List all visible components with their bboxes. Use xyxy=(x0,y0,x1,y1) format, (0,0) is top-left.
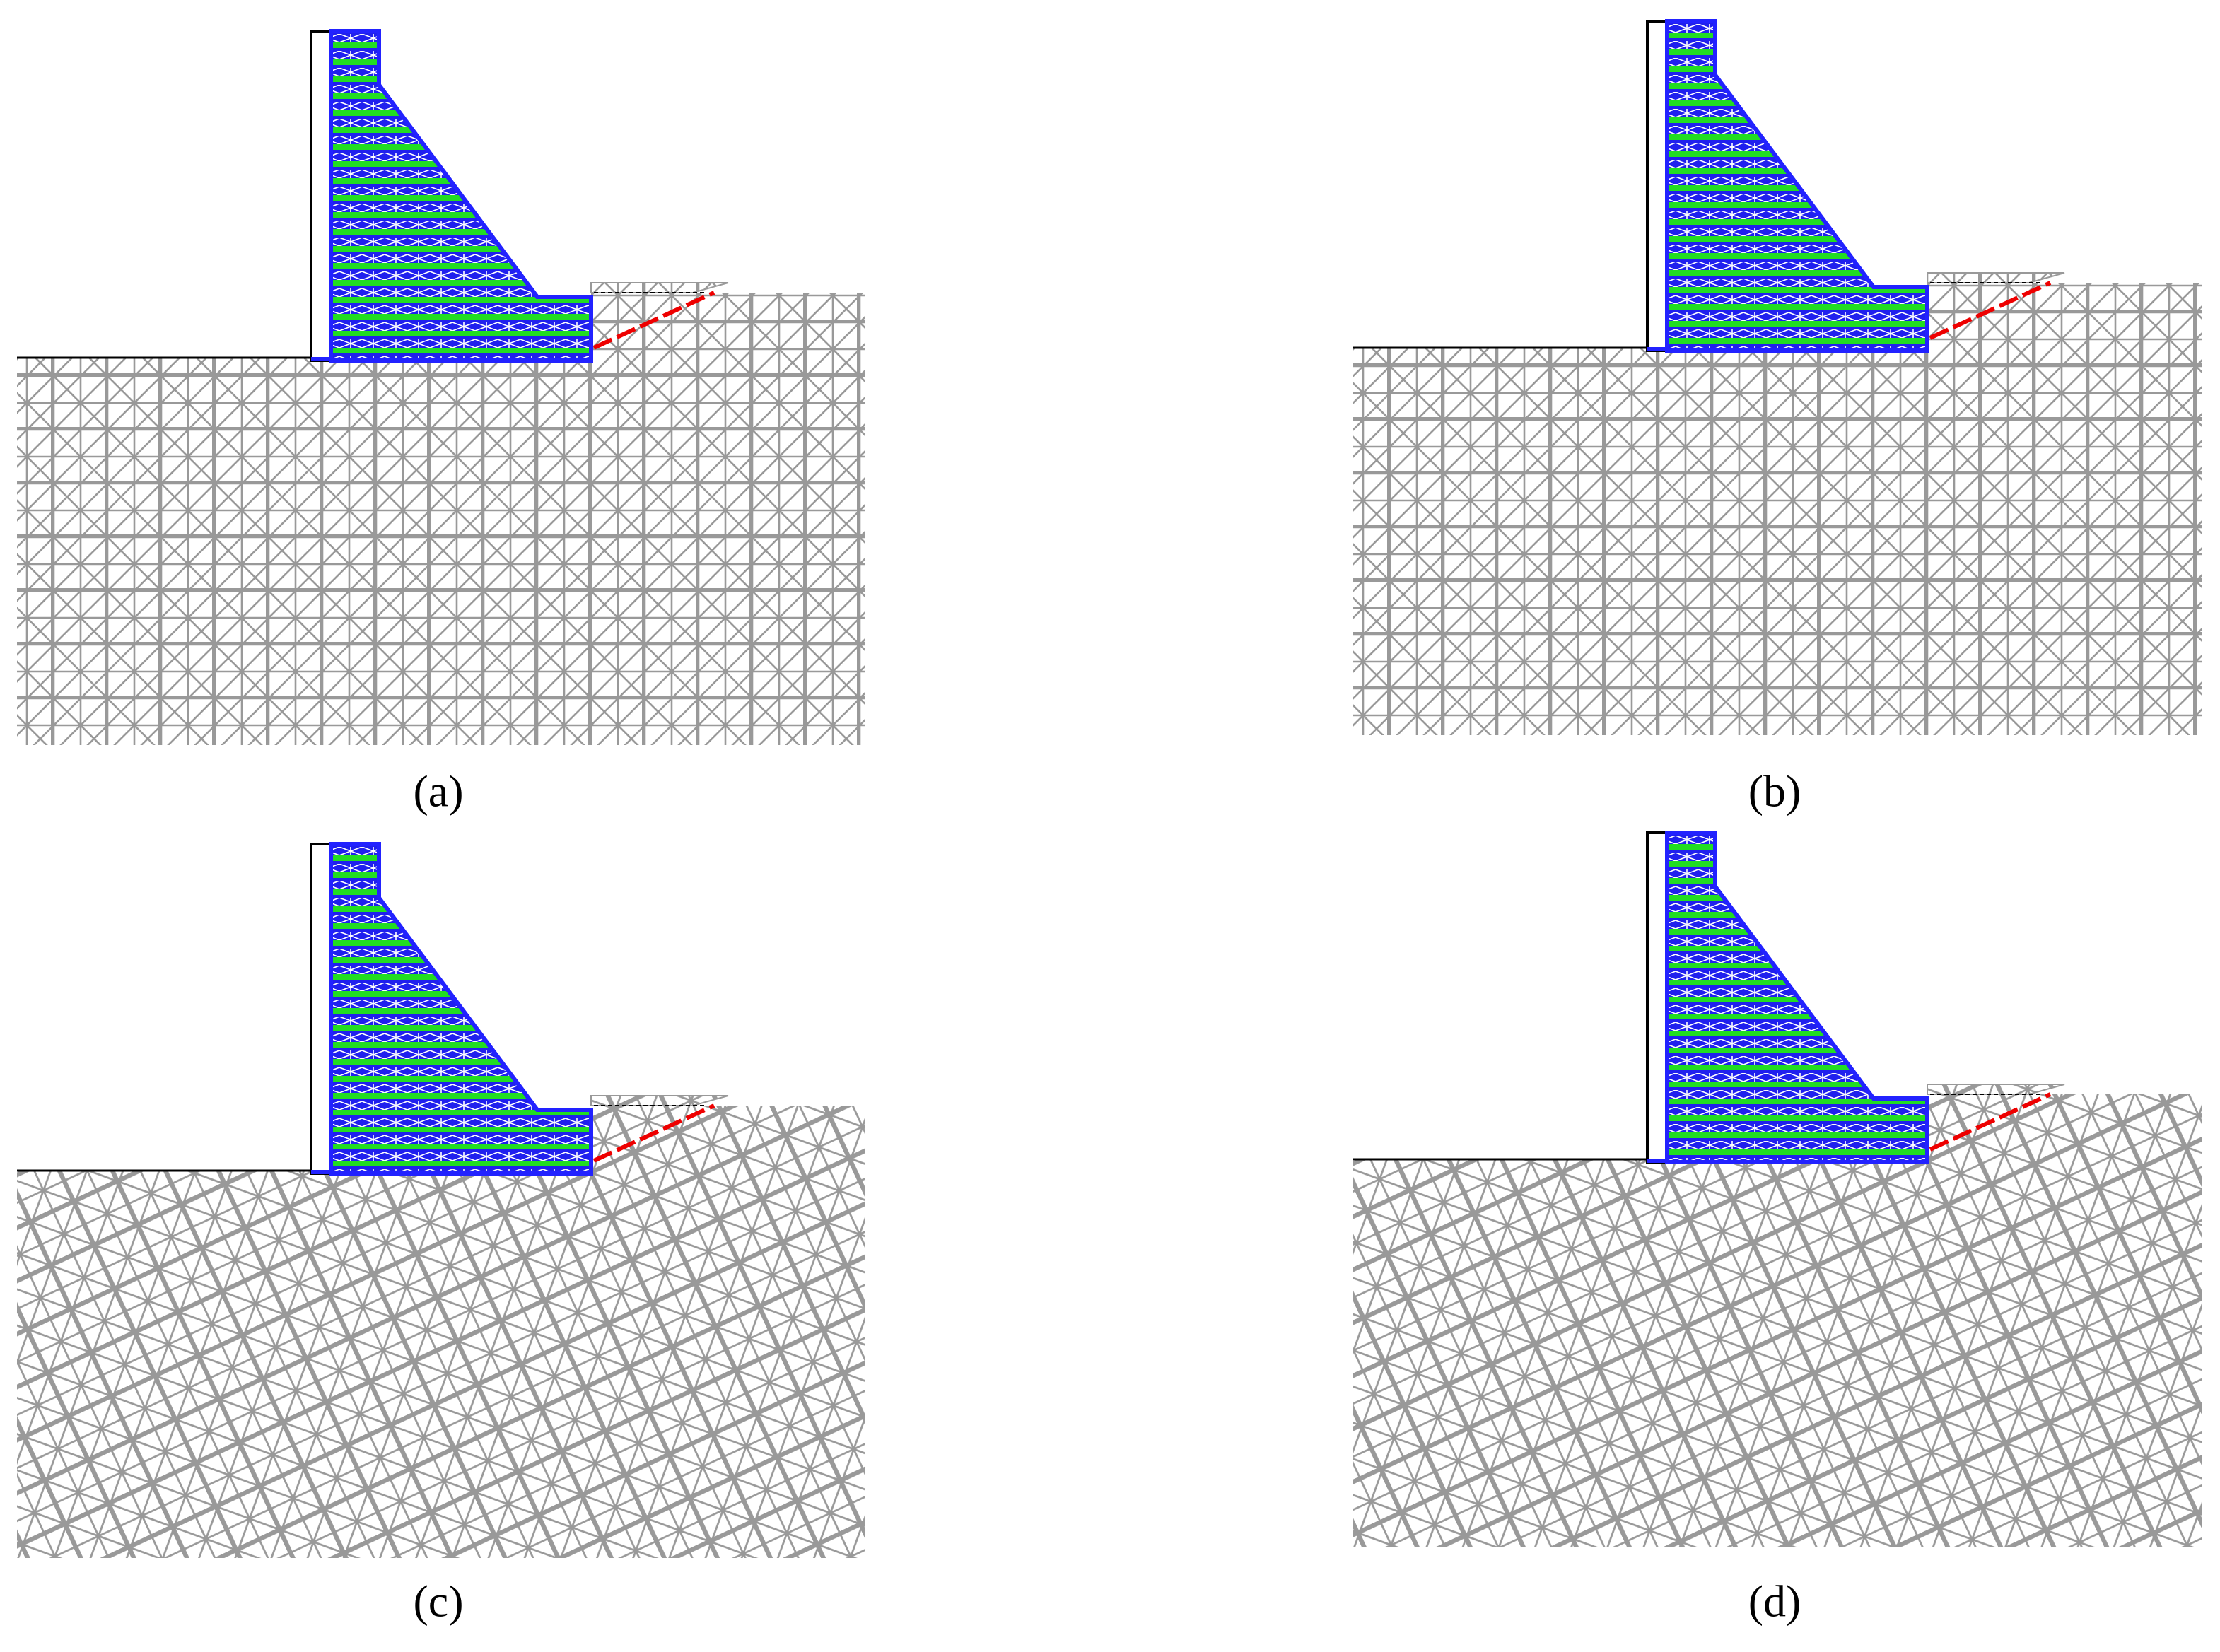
dam-body xyxy=(329,842,593,1176)
panel-label: (b) xyxy=(1748,766,1801,816)
wall xyxy=(1646,831,1669,1164)
dam-body xyxy=(1665,19,1929,353)
wedge-mesh xyxy=(590,1095,729,1106)
slope-mesh xyxy=(1927,283,2202,348)
foundation-mesh xyxy=(1353,1159,2202,1547)
wedge-mesh xyxy=(590,282,729,293)
wall xyxy=(1646,20,1669,352)
panels: (a) (b) (c) (d) xyxy=(17,19,2202,1627)
foundation-mesh xyxy=(17,1171,865,1558)
panel xyxy=(17,29,865,745)
slope-mesh xyxy=(591,293,865,358)
slope-mesh xyxy=(591,1106,865,1171)
slope-mesh xyxy=(1927,1094,2202,1159)
crack-line xyxy=(1929,281,2052,340)
panel xyxy=(17,842,865,1558)
crack-line xyxy=(1929,1092,2052,1152)
panel xyxy=(1353,831,2202,1547)
panel-label: (c) xyxy=(413,1576,463,1627)
dam-body xyxy=(329,29,593,363)
wall xyxy=(310,30,332,362)
panel xyxy=(1353,19,2202,735)
wedge-mesh xyxy=(1927,272,2065,283)
wedge-mesh xyxy=(1927,1084,2065,1095)
wall xyxy=(310,843,332,1175)
foundation-mesh xyxy=(17,358,865,745)
dam-body xyxy=(1665,831,1929,1164)
panel-label: (a) xyxy=(413,766,463,816)
crack-line xyxy=(592,1103,715,1163)
foundation-mesh xyxy=(1353,348,2202,735)
crack-line xyxy=(592,291,715,350)
panel-label: (d) xyxy=(1748,1576,1801,1627)
